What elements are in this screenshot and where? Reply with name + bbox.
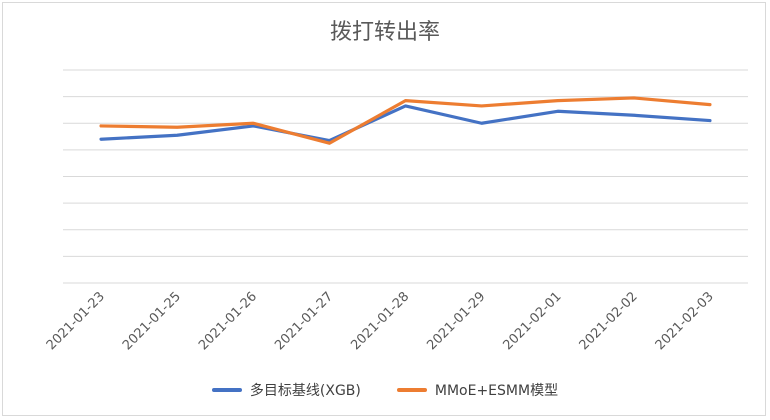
x-tick-label: 2021-01-27 xyxy=(272,289,336,353)
legend-swatch-xgb xyxy=(211,388,242,392)
legend-swatch-mmoe xyxy=(396,388,427,392)
chart-frame xyxy=(2,2,766,416)
x-tick-label: 2021-02-03 xyxy=(653,289,717,353)
x-tick-label: 2021-01-26 xyxy=(196,289,260,353)
x-tick-label: 2021-01-28 xyxy=(348,289,412,353)
legend: 多目标基线(XGB) MMoE+ESMM模型 xyxy=(0,380,770,400)
x-tick-label: 2021-01-29 xyxy=(424,289,488,353)
legend-label-mmoe: MMoE+ESMM模型 xyxy=(434,383,559,399)
chart-title: 拨打转出率 xyxy=(329,20,440,45)
legend-item-mmoe: MMoE+ESMM模型 xyxy=(396,380,559,400)
legend-item-xgb: 多目标基线(XGB) xyxy=(211,380,361,400)
legend-label-xgb: 多目标基线(XGB) xyxy=(249,383,361,399)
x-tick-label: 2021-01-25 xyxy=(120,289,184,353)
series-line-1 xyxy=(99,96,712,145)
x-tick-label: 2021-01-23 xyxy=(44,289,108,353)
x-tick-label: 2021-02-01 xyxy=(501,289,565,353)
x-tick-label: 2021-02-02 xyxy=(577,289,641,353)
series-line-0 xyxy=(99,104,712,143)
